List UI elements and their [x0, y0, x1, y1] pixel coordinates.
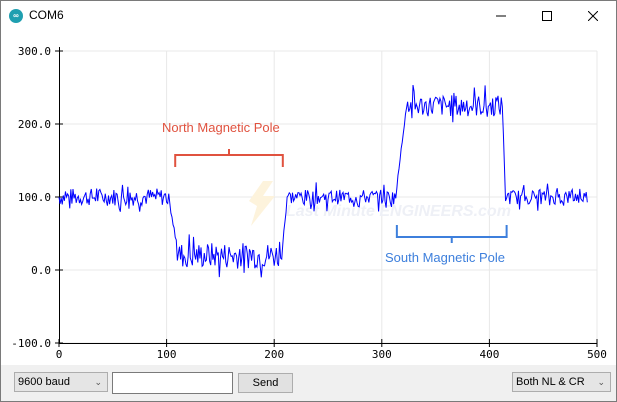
svg-text:-100.0: -100.0 [11, 337, 51, 350]
close-button[interactable] [570, 1, 616, 31]
maximize-icon [542, 11, 552, 21]
maximize-button[interactable] [524, 1, 570, 31]
send-button[interactable]: Send [238, 373, 293, 393]
svg-text:200.0: 200.0 [18, 118, 51, 131]
south-pole-bracket [395, 225, 508, 243]
close-icon [588, 11, 598, 21]
plot-area: Last Minute ENGINEERS.com 300.0 200.0 100.0… [1, 31, 616, 365]
svg-text:500: 500 [587, 348, 607, 361]
axes: 300.0 200.0 100.0 0.0 -100.0 0 100 200 300 400 500 [11, 45, 607, 361]
svg-text:400: 400 [479, 348, 499, 361]
line-ending-select[interactable]: Both NL & CR ⌄ [512, 372, 611, 392]
bottom-toolbar: 9600 baud ⌄ Send Both NL & CR ⌄ [1, 365, 616, 401]
watermark: Last Minute ENGINEERS.com [286, 203, 511, 220]
svg-text:100: 100 [157, 348, 177, 361]
sensor-trace [58, 84, 588, 278]
line-ending-value: Both NL & CR [516, 376, 585, 388]
minimize-button[interactable] [478, 1, 524, 31]
svg-text:300.0: 300.0 [18, 45, 51, 58]
baud-rate-select[interactable]: 9600 baud ⌄ [14, 372, 108, 392]
baud-rate-value: 9600 baud [18, 376, 70, 388]
minimize-icon [496, 15, 506, 17]
svg-text:300: 300 [372, 348, 392, 361]
south-pole-label: South Magnetic Pole [385, 250, 505, 265]
svg-text:0.0: 0.0 [31, 264, 51, 277]
watermark-logo-icon [249, 181, 275, 226]
chevron-down-icon: ⌄ [597, 377, 605, 387]
north-pole-label: North Magnetic Pole [162, 120, 280, 135]
svg-text:0: 0 [56, 348, 63, 361]
title-bar[interactable]: ∞ COM6 [1, 1, 616, 31]
svg-text:100.0: 100.0 [18, 191, 51, 204]
message-input[interactable] [112, 372, 233, 394]
svg-text:200: 200 [264, 348, 284, 361]
window-title: COM6 [29, 8, 64, 22]
chevron-down-icon: ⌄ [94, 377, 102, 387]
north-pole-bracket [174, 149, 284, 167]
line-chart: Last Minute ENGINEERS.com 300.0 200.0 100.0… [11, 45, 607, 361]
arduino-icon: ∞ [9, 9, 23, 23]
